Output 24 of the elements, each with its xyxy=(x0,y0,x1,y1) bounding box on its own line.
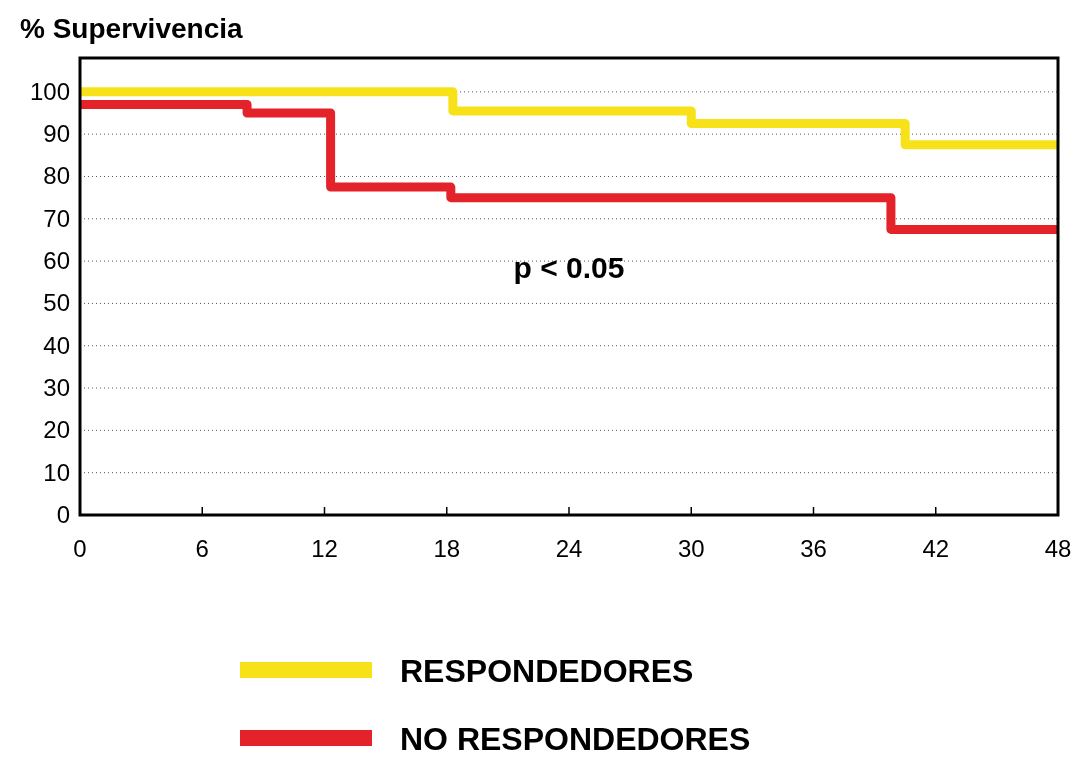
y-tick-label: 90 xyxy=(43,120,70,148)
x-tick-label: 48 xyxy=(1044,535,1072,562)
y-tick-label: 0 xyxy=(56,501,70,528)
y-tick-label: 70 xyxy=(43,204,70,232)
y-tick-label: 40 xyxy=(43,331,70,359)
chart-title: % Supervivencia xyxy=(20,13,243,44)
x-tick-label: 12 xyxy=(311,535,338,562)
y-tick-label: 30 xyxy=(43,374,70,402)
legend-label: NO RESPONDEDORES xyxy=(400,721,751,757)
x-tick-label: 24 xyxy=(555,535,583,562)
x-tick-label: 0 xyxy=(73,535,87,562)
x-tick-label: 6 xyxy=(195,535,209,562)
y-tick-label: 100 xyxy=(29,77,70,105)
x-tick-label: 30 xyxy=(677,535,705,562)
x-tick-label: 42 xyxy=(922,535,950,562)
y-tick-label: 10 xyxy=(43,458,70,486)
legend-label: RESPONDEDORES xyxy=(400,653,694,689)
x-tick-label: 36 xyxy=(800,535,827,562)
y-tick-label: 80 xyxy=(43,162,70,190)
y-tick-label: 50 xyxy=(43,289,70,317)
y-tick-label: 60 xyxy=(43,247,70,275)
y-tick-label: 20 xyxy=(43,416,70,444)
annotation: p < 0.05 xyxy=(513,251,625,285)
x-tick-label: 18 xyxy=(433,535,461,562)
